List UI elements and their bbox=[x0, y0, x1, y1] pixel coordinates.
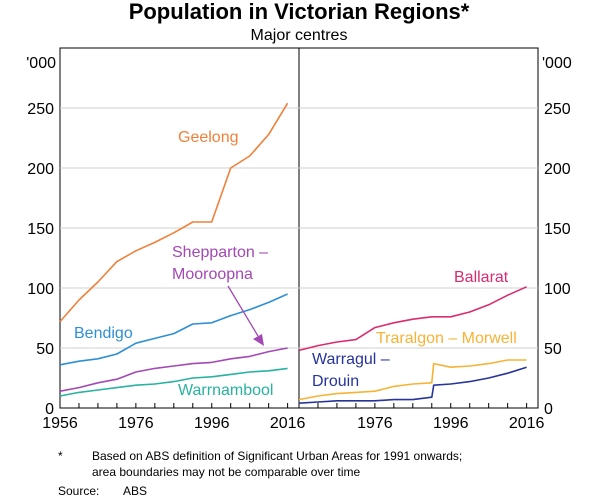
chart-subtitle: Major centres bbox=[250, 27, 348, 44]
series-line-warragul-drouin bbox=[298, 366, 527, 404]
y-tick-right-0: 0 bbox=[544, 401, 553, 418]
y-tick-right-250: 250 bbox=[544, 101, 571, 118]
series-line-ballarat bbox=[298, 286, 527, 352]
series-line-traralgon-morwell bbox=[298, 359, 527, 401]
shepparton-arrow bbox=[227, 285, 259, 337]
gridlines bbox=[60, 107, 538, 349]
series-line-geelong bbox=[59, 102, 289, 323]
y-tick-left-0: 0 bbox=[45, 401, 54, 418]
series-lines bbox=[59, 102, 527, 404]
left-unit-label: '000 bbox=[26, 55, 56, 72]
y-tick-left-50: 50 bbox=[36, 341, 54, 358]
x-tick-left-1996: 1996 bbox=[194, 415, 230, 432]
series-line-bendigo bbox=[59, 293, 288, 366]
series-line-warrnambool bbox=[59, 367, 288, 397]
label-warragul-2: Drouin bbox=[312, 373, 359, 390]
y-tick-right-100: 100 bbox=[544, 281, 571, 298]
y-tick-right-150: 150 bbox=[544, 221, 571, 238]
x-tick-left-1976: 1976 bbox=[118, 415, 154, 432]
x-tick-right-1976: 1976 bbox=[357, 415, 393, 432]
label-shepparton-1: Shepparton – bbox=[172, 244, 268, 261]
series-line-shepparton-mooroopna bbox=[59, 347, 288, 392]
label-traralgon: Traralgon – Morwell bbox=[376, 330, 517, 347]
x-tick-left-2016: 2016 bbox=[270, 415, 306, 432]
y-tick-right-50: 50 bbox=[544, 341, 562, 358]
label-geelong: Geelong bbox=[178, 129, 239, 146]
x-tick-left-1956: 1956 bbox=[42, 415, 78, 432]
footnote-line2: area boundaries may not be comparable ov… bbox=[92, 465, 361, 479]
label-shepparton-2: Mooroopna bbox=[172, 266, 253, 283]
shepparton-arrowhead bbox=[253, 334, 264, 346]
footnote-line1: Based on ABS definition of Significant U… bbox=[92, 449, 463, 463]
footnote-star: * bbox=[58, 449, 63, 463]
y-tick-right-200: 200 bbox=[544, 161, 571, 178]
y-tick-left-150: 150 bbox=[27, 221, 54, 238]
y-tick-left-250: 250 bbox=[27, 101, 54, 118]
x-tick-right-2016: 2016 bbox=[509, 415, 545, 432]
right-unit-label: '000 bbox=[542, 55, 572, 72]
x-tick-right-1996: 1996 bbox=[433, 415, 469, 432]
y-tick-left-200: 200 bbox=[27, 161, 54, 178]
label-bendigo: Bendigo bbox=[74, 325, 133, 342]
chart-title: Population in Victorian Regions* bbox=[128, 0, 470, 24]
y-tick-left-100: 100 bbox=[27, 281, 54, 298]
source-value: ABS bbox=[123, 484, 148, 498]
source-label: Source: bbox=[58, 484, 100, 498]
label-warragul-1: Warragul – bbox=[312, 351, 390, 368]
label-warrnambool: Warrnambool bbox=[178, 382, 273, 399]
axis-ticks: 0 0 50 50 100 100 150 150 200 200 250 250 1956 1976 19… bbox=[27, 101, 571, 432]
label-ballarat: Ballarat bbox=[454, 269, 509, 286]
